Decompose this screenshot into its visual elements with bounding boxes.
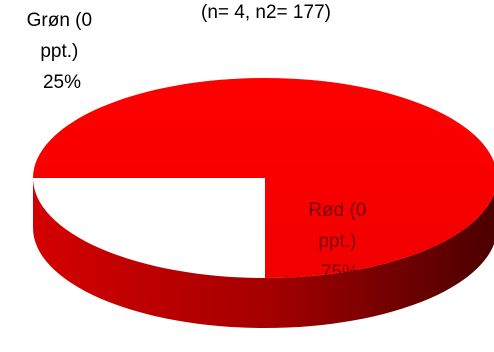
pie-slice-red[interactable]: [33, 78, 494, 278]
slice-label-red: Rød (0 ppt.) 75%: [308, 200, 371, 283]
slice-label-red-line3: 75%: [321, 262, 359, 283]
slice-label-green-line1: Grøn (0: [27, 10, 92, 31]
chart-subtitle: (n= 4, n2= 177): [201, 2, 331, 23]
pie-side-wall: [33, 178, 494, 328]
slice-label-green-line2: ppt.): [40, 41, 78, 62]
slice-label-green: Grøn (0 ppt.) 25%: [27, 10, 98, 93]
slice-label-green-line3: 25%: [43, 72, 81, 93]
slice-label-red-line2: ppt.): [318, 231, 356, 252]
slice-label-red-line1: Rød (0: [308, 200, 366, 221]
